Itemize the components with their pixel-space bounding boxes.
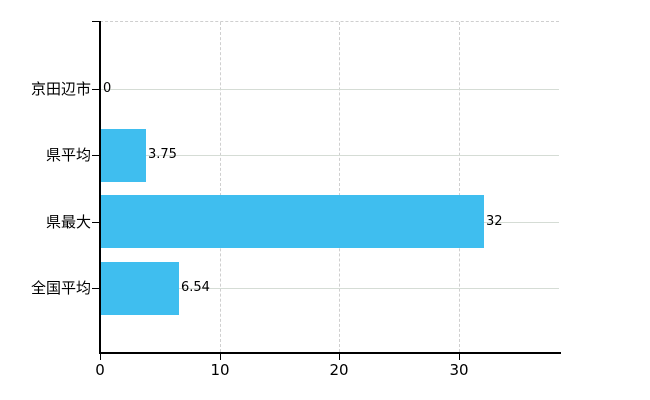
row-gridline xyxy=(100,89,559,90)
bar xyxy=(101,195,484,248)
x-tick-label: 30 xyxy=(449,361,469,379)
y-tick xyxy=(92,288,99,289)
value-label: 0 xyxy=(103,81,112,96)
value-label: 6.54 xyxy=(181,280,210,295)
x-tick xyxy=(220,354,221,360)
category-label: 全国平均 xyxy=(30,279,91,297)
plot-top-border xyxy=(100,21,559,22)
category-label: 県最大 xyxy=(45,213,91,231)
y-tick xyxy=(92,222,99,223)
x-tick-label: 10 xyxy=(210,361,230,379)
y-axis-line xyxy=(99,21,101,354)
value-label: 3.75 xyxy=(148,147,177,162)
bar xyxy=(101,262,179,315)
x-tick xyxy=(459,354,460,360)
x-axis-line xyxy=(99,352,561,354)
x-tick xyxy=(339,354,340,360)
vertical-gridline xyxy=(459,22,460,352)
y-tick xyxy=(92,21,99,22)
x-tick-label: 0 xyxy=(95,361,105,379)
y-tick xyxy=(92,89,99,90)
y-tick xyxy=(92,155,99,156)
bar xyxy=(101,129,146,182)
x-tick xyxy=(100,354,101,360)
vertical-gridline xyxy=(220,22,221,352)
category-label: 京田辺市 xyxy=(30,80,91,98)
x-tick-label: 20 xyxy=(329,361,349,379)
row-gridline xyxy=(100,155,559,156)
value-label: 32 xyxy=(486,214,503,229)
row-gridline xyxy=(100,288,559,289)
vertical-gridline xyxy=(339,22,340,352)
category-label: 県平均 xyxy=(45,146,91,164)
